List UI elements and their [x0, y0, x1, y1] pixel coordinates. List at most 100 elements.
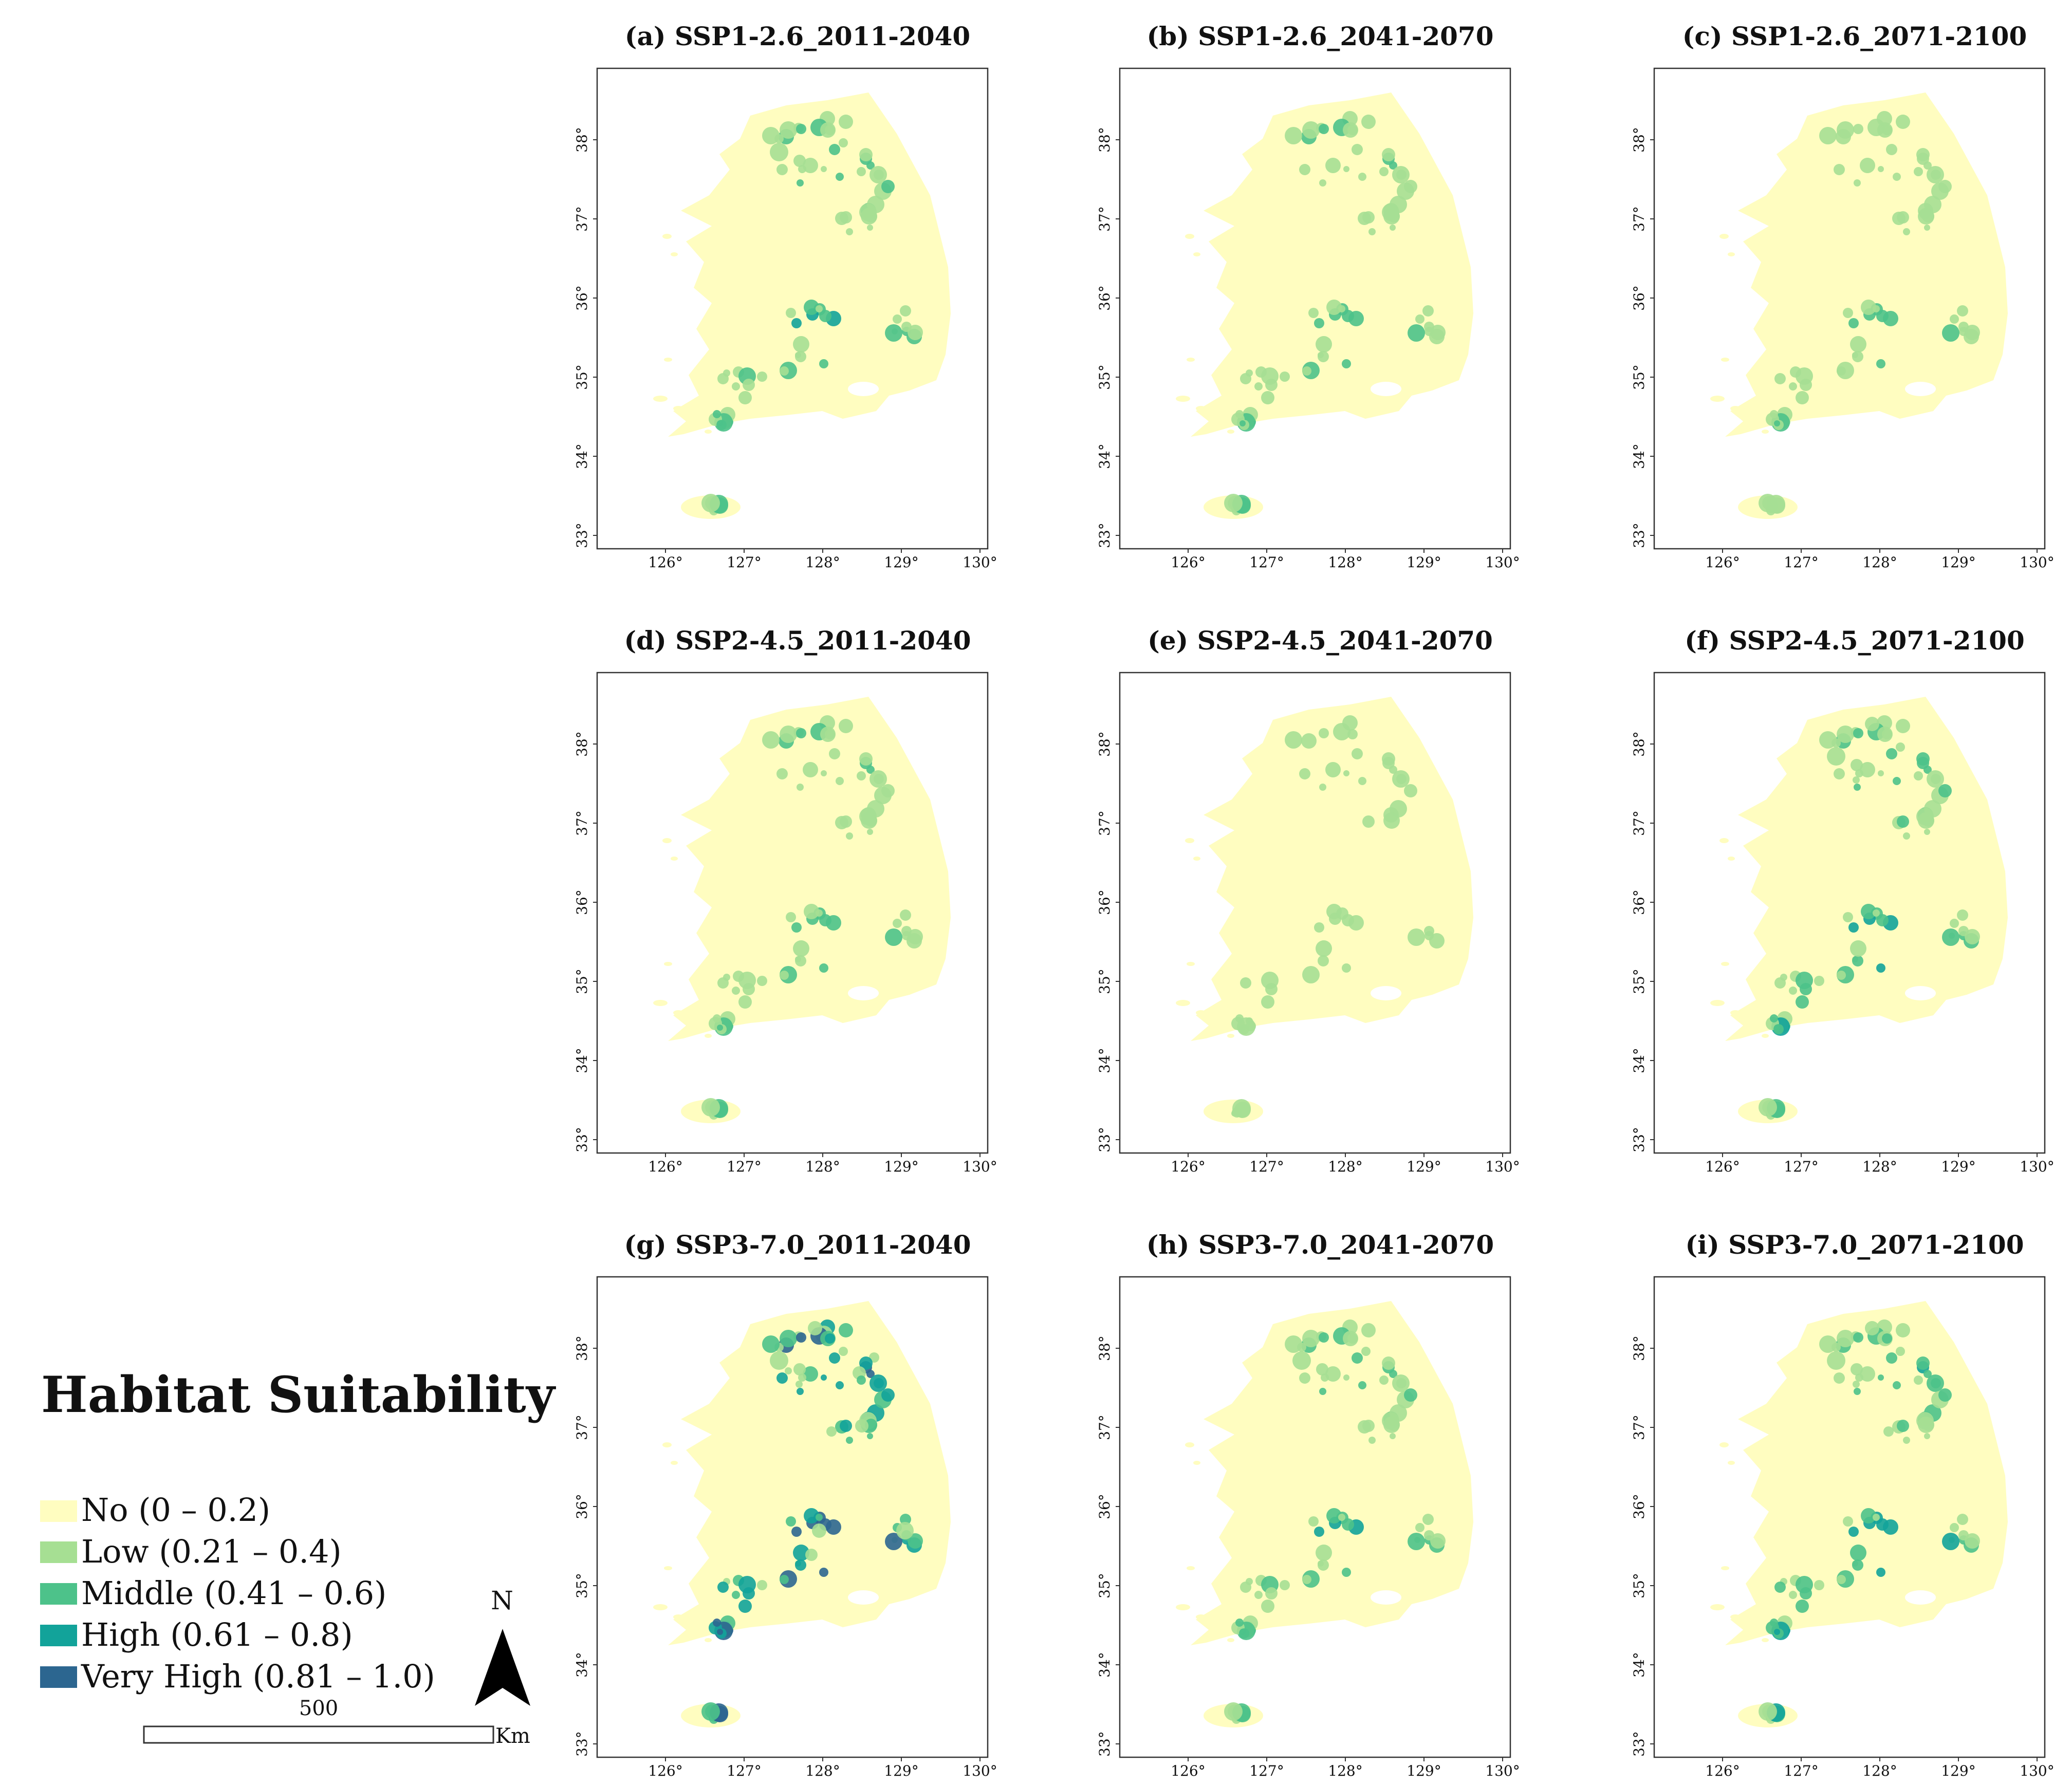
suitability-patch [797, 784, 804, 791]
suitability-patch [1942, 928, 1959, 946]
suitability-patch [1800, 379, 1812, 391]
suitability-patch [1861, 904, 1876, 919]
lat-tick-label: 33° [574, 1731, 590, 1757]
panel-h-title: (h) SSP3-7.0_2041-2070 [1146, 1230, 1494, 1260]
panels-layer: (a) SSP1-2.6_2011-2040 126° 127° 128° 129° 13… [574, 21, 2055, 1779]
suitability-patch [1239, 1025, 1246, 1031]
suitability-patch [780, 366, 789, 376]
suitability-patch [846, 1437, 853, 1444]
lat-tick-label: 34° [1631, 1652, 1648, 1678]
suitability-patch [893, 919, 902, 928]
lat-tick-label: 33° [574, 1127, 590, 1152]
suitability-patch [1938, 784, 1952, 797]
lat-tick-label: 37° [1631, 1415, 1648, 1440]
suitability-patch [1876, 963, 1885, 973]
lat-tick-label: 36° [1096, 1494, 1113, 1519]
suitability-patch [1232, 1099, 1251, 1118]
suitability-patch [1914, 771, 1923, 780]
suitability-patch [839, 115, 853, 129]
suitability-patch [1860, 158, 1875, 173]
suitability-patch [867, 829, 873, 835]
suitability-patch [1924, 1433, 1930, 1439]
suitability-patch [1916, 752, 1930, 766]
suitability-patch [1299, 1372, 1310, 1384]
lon-tick-label: 130° [1485, 554, 1520, 571]
suitability-patch [1352, 748, 1363, 759]
lat-tick-label: 38° [574, 1335, 590, 1361]
legend-title: Habitat Suitability [41, 1366, 557, 1424]
panel-d: (d) SSP2-4.5_2011-2040 126° 127° 128° 129° 13… [574, 625, 997, 1175]
suitability-patch [885, 1533, 902, 1550]
suitability-patch [1333, 723, 1350, 740]
suitability-patch [1361, 115, 1376, 129]
suitability-patch [1389, 161, 1397, 170]
suitability-patch [1240, 373, 1251, 384]
suitability-patch [793, 940, 809, 957]
lon-tick-label: 130° [1485, 1762, 1520, 1779]
panel-g-suitability [701, 1319, 923, 1724]
panel-a: (a) SSP1-2.6_2011-2040 126° 127° 128° 129° 13… [574, 21, 997, 571]
lon-tick-label: 127° [1784, 1762, 1818, 1779]
suitability-patch [1347, 125, 1358, 135]
suitability-patch [1834, 164, 1845, 175]
suitability-patch [1361, 1347, 1371, 1356]
suitability-patch [1319, 784, 1326, 791]
lon-tick-label: 128° [1862, 554, 1897, 571]
suitability-patch [796, 728, 806, 738]
suitability-patch [804, 300, 819, 315]
suitability-patch [893, 314, 902, 324]
suitability-patch [1897, 815, 1909, 828]
suitability-patch [857, 1375, 866, 1385]
suitability-patch [717, 1582, 729, 1593]
scale-bar-unit: Km [495, 1724, 530, 1748]
suitability-patch [1851, 759, 1863, 771]
lon-tick-label: 127° [1249, 1158, 1284, 1175]
suitability-patch [1924, 225, 1930, 231]
lat-tick-label: 34° [574, 443, 590, 469]
lat-tick-label: 35° [1096, 1573, 1113, 1598]
panel-f-title: (f) SSP2-4.5_2071-2100 [1685, 625, 2025, 656]
suitability-patch [1882, 1333, 1892, 1344]
suitability-patch [1342, 310, 1354, 322]
suitability-patch [829, 1352, 840, 1364]
suitability-patch [1387, 1419, 1400, 1431]
suitability-patch [866, 161, 875, 170]
suitability-patch [1965, 1533, 1980, 1549]
suitability-patch [840, 1420, 852, 1432]
suitability-patch [1422, 305, 1434, 317]
suitability-patch [1430, 1533, 1446, 1549]
suitability-patch [776, 768, 788, 779]
panel-c-suitability [1759, 111, 1980, 515]
suitability-patch [738, 995, 752, 1009]
suitability-patch [1379, 167, 1389, 176]
suitability-patch [1903, 832, 1910, 840]
suitability-patch [1853, 124, 1863, 134]
suitability-patch [816, 909, 823, 917]
suitability-patch [780, 121, 797, 139]
suitability-patch [717, 977, 729, 989]
suitability-patch [1319, 179, 1326, 187]
suitability-patch [1931, 170, 1941, 180]
lat-tick-label: 37° [1096, 206, 1113, 232]
suitability-patch [1342, 963, 1351, 973]
panel-i-title: (i) SSP3-7.0_2071-2100 [1685, 1230, 2024, 1260]
suitability-patch [881, 1388, 895, 1402]
lon-tick-label: 130° [1485, 1158, 1520, 1175]
suitability-patch [1896, 1347, 1905, 1356]
panel-c-title: (c) SSP1-2.6_2071-2100 [1682, 21, 2027, 51]
suitability-patch [836, 1381, 844, 1389]
suitability-patch [1789, 382, 1797, 391]
suitability-patch [1396, 1378, 1407, 1388]
legend-swatch-very-high [40, 1666, 77, 1688]
suitability-patch [1942, 1533, 1959, 1550]
suitability-patch [793, 1363, 806, 1375]
suitability-patch [743, 1587, 755, 1600]
suitability-patch [1415, 1523, 1424, 1532]
suitability-patch [1827, 1351, 1845, 1370]
suitability-patch [867, 1433, 873, 1439]
suitability-patch [874, 1378, 884, 1388]
suitability-patch [770, 143, 788, 161]
panel-b-suitability [1224, 111, 1446, 515]
north-arrow: N [475, 1586, 530, 1706]
suitability-patch [867, 225, 873, 231]
